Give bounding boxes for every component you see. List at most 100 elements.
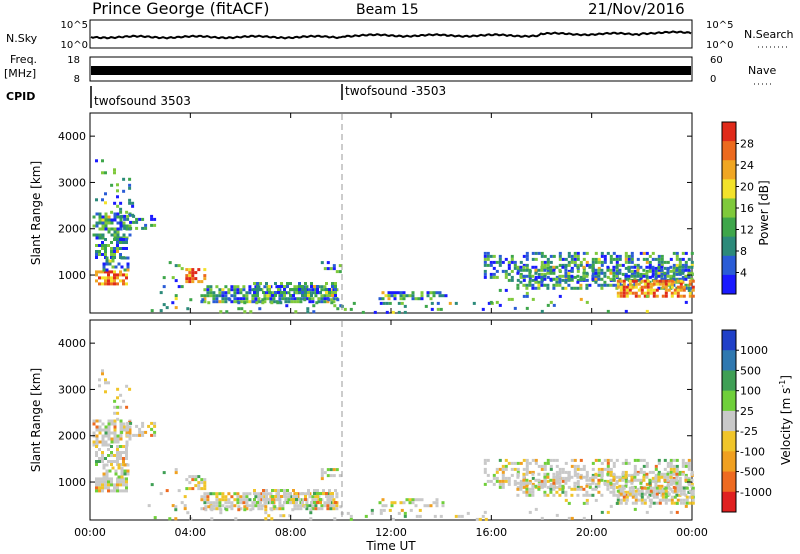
range-cell: [113, 282, 116, 286]
range-cell: [248, 291, 252, 295]
range-cell: [655, 495, 659, 499]
range-cell: [338, 474, 342, 478]
range-cell: [150, 309, 154, 313]
range-cell: [645, 461, 649, 465]
range-cell: [528, 490, 532, 494]
range-cell: [570, 268, 574, 272]
range-cell: [325, 492, 328, 495]
range-cell: [546, 485, 550, 489]
range-cell: [660, 487, 664, 491]
range-cell: [311, 507, 315, 511]
range-cell: [448, 301, 452, 305]
range-cell: [652, 288, 656, 292]
range-cell: [370, 511, 374, 515]
range-cell: [549, 254, 553, 258]
range-cell: [625, 285, 629, 289]
range-cell: [630, 265, 634, 269]
range-cell: [113, 399, 117, 403]
range-cell: [534, 275, 538, 279]
range-cell: [180, 501, 184, 505]
range-cell: [92, 440, 96, 444]
range-cell: [675, 263, 679, 267]
range-cell: [670, 282, 674, 286]
range-cell: [119, 227, 123, 231]
range-cell: [209, 492, 213, 496]
range-cell: [269, 495, 273, 499]
range-cell: [95, 419, 99, 423]
range-cell: [251, 288, 255, 292]
station-title: Prince George (fitACF): [92, 0, 270, 18]
range-cell: [234, 517, 238, 521]
range-cell: [691, 279, 695, 283]
range-cell: [197, 268, 201, 272]
range-cell: [95, 489, 98, 493]
range-cell: [525, 481, 529, 485]
range-cell: [110, 480, 113, 484]
range-cell: [113, 270, 116, 274]
range-cell: [537, 283, 541, 287]
range-cell: [122, 445, 125, 448]
range-cell: [679, 486, 683, 490]
range-cell: [98, 227, 102, 231]
range-cell: [579, 487, 583, 491]
range-cell: [119, 434, 123, 438]
range-cell: [628, 288, 632, 292]
range-cell: [681, 265, 685, 269]
range-cell: [552, 268, 556, 272]
range-cell: [684, 251, 688, 255]
range-cell: [528, 470, 532, 474]
velocity-colorbar-swatch: [722, 330, 736, 351]
range-cell: [484, 517, 488, 521]
range-cell: [126, 427, 130, 431]
range-cell: [675, 251, 679, 255]
range-cell: [104, 443, 108, 447]
range-cell: [284, 498, 288, 502]
range-cell: [552, 254, 556, 258]
range-cell: [654, 272, 658, 276]
range-cell: [579, 260, 583, 264]
range-cell: [391, 517, 395, 521]
range-cell: [624, 274, 628, 278]
range-cell: [501, 467, 505, 471]
nsky-label: N.Sky: [6, 32, 38, 45]
range-cell: [513, 479, 517, 483]
range-cell: [429, 297, 433, 301]
range-cell: [113, 218, 117, 222]
range-cell: [600, 277, 604, 281]
range-cell: [110, 250, 113, 253]
range-cell: [657, 478, 661, 482]
range-cell: [522, 475, 526, 479]
range-cell: [390, 504, 394, 508]
range-cell: [579, 277, 583, 281]
range-cell: [228, 505, 232, 509]
range-cell: [435, 504, 439, 508]
range-cell: [95, 273, 98, 277]
range-cell: [117, 262, 121, 266]
range-cell: [393, 297, 397, 301]
range-cell: [361, 310, 365, 314]
range-cell: [555, 475, 559, 479]
range-cell: [516, 278, 520, 282]
range-cell: [132, 214, 136, 218]
range-cell: [552, 458, 556, 462]
range-cell: [102, 475, 106, 479]
range-cell: [122, 422, 126, 426]
range-cell: [120, 427, 124, 431]
range-cell: [525, 251, 529, 255]
range-cell: [684, 263, 688, 267]
range-cell: [251, 297, 255, 301]
range-cell: [411, 291, 415, 295]
range-cell: [159, 492, 163, 496]
range-cell: [522, 278, 526, 282]
range-cell: [684, 274, 688, 278]
range-cell: [570, 260, 574, 264]
power-colorbar-tick-label: 16: [740, 202, 754, 215]
range-cell: [110, 233, 114, 237]
range-cell: [120, 430, 124, 434]
range-cell: [98, 480, 101, 484]
range-cell: [95, 483, 98, 487]
range-cell: [203, 498, 207, 502]
range-cell: [624, 490, 628, 494]
range-cell: [591, 274, 595, 278]
